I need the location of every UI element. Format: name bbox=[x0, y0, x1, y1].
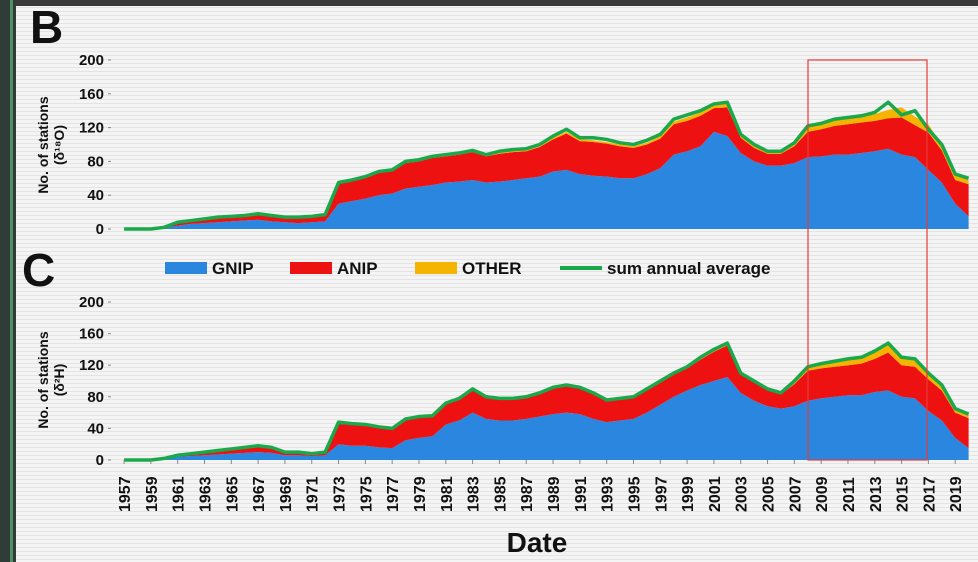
x-tick-label: 1967 bbox=[251, 476, 268, 512]
y-tick-label: 40 bbox=[87, 187, 104, 204]
y-tick-label: 0 bbox=[96, 452, 104, 469]
x-tick-label: 1993 bbox=[600, 476, 617, 512]
x-tick-label: 1969 bbox=[278, 476, 295, 512]
x-tick-label: 1977 bbox=[385, 476, 402, 512]
x-tick-label: 2001 bbox=[707, 476, 724, 512]
x-tick-label: 2013 bbox=[868, 476, 885, 512]
y-tick-label: 120 bbox=[79, 357, 104, 374]
x-tick-label: 2011 bbox=[841, 477, 858, 512]
y-axis-title: No. of stations bbox=[35, 331, 51, 428]
y-tick-label: 0 bbox=[96, 221, 104, 238]
x-tick-label: 2003 bbox=[734, 476, 751, 512]
x-tick-label: 1965 bbox=[224, 476, 241, 512]
x-tick-label: 1995 bbox=[626, 476, 643, 512]
chart: BNo. of stations(δ¹⁸O)04080120160200CNo.… bbox=[0, 0, 978, 562]
x-tick-label: 1985 bbox=[492, 476, 509, 512]
x-tick-label: 1975 bbox=[358, 476, 375, 512]
x-tick-label: 1961 bbox=[171, 476, 188, 512]
top-strip bbox=[16, 0, 978, 6]
y-axis-title: (δ¹⁸O) bbox=[51, 125, 67, 165]
x-tick-label: 2007 bbox=[787, 476, 804, 512]
y-tick-label: 200 bbox=[79, 52, 104, 69]
x-tick-label: 1971 bbox=[305, 476, 322, 512]
x-tick-label: 2015 bbox=[895, 476, 912, 512]
side-bar bbox=[0, 0, 16, 562]
x-tick-label: 1959 bbox=[144, 476, 161, 512]
legend-swatch bbox=[290, 262, 332, 274]
x-tick-label: 1999 bbox=[680, 476, 697, 512]
legend-label: sum annual average bbox=[607, 259, 770, 278]
panel-label: C bbox=[22, 244, 55, 296]
legend-swatch bbox=[415, 262, 457, 274]
screenshot: BNo. of stations(δ¹⁸O)04080120160200CNo.… bbox=[0, 0, 978, 562]
y-tick-label: 120 bbox=[79, 120, 104, 137]
legend-label: GNIP bbox=[212, 259, 254, 278]
side-stripe bbox=[10, 0, 13, 562]
x-tick-label: 2009 bbox=[814, 476, 831, 512]
x-tick-label: 1963 bbox=[197, 476, 214, 512]
legend-label: OTHER bbox=[462, 259, 522, 278]
x-tick-label: 1983 bbox=[466, 476, 483, 512]
x-tick-label: 1991 bbox=[573, 476, 590, 512]
y-tick-label: 80 bbox=[87, 153, 104, 170]
plots: BNo. of stations(δ¹⁸O)04080120160200CNo.… bbox=[22, 1, 969, 512]
y-axis-title: No. of stations bbox=[35, 96, 51, 193]
y-axis-title: (δ²H) bbox=[51, 364, 67, 397]
x-tick-label: 1987 bbox=[519, 476, 536, 512]
x-tick-label: 1997 bbox=[653, 476, 670, 512]
x-tick-label: 1957 bbox=[117, 476, 134, 512]
x-tick-label: 2005 bbox=[761, 476, 778, 512]
y-tick-label: 160 bbox=[79, 326, 104, 343]
legend-swatch bbox=[165, 262, 207, 274]
x-tick-label: 1989 bbox=[546, 476, 563, 512]
x-tick-label: 2017 bbox=[921, 476, 938, 512]
y-tick-label: 160 bbox=[79, 86, 104, 103]
x-tick-label: 1979 bbox=[412, 476, 429, 512]
x-tick-label: 2019 bbox=[948, 476, 965, 512]
legend-label: ANIP bbox=[337, 259, 378, 278]
y-tick-label: 40 bbox=[87, 420, 104, 437]
y-tick-label: 80 bbox=[87, 389, 104, 406]
x-tick-label: 1973 bbox=[332, 476, 349, 512]
y-tick-label: 200 bbox=[79, 294, 104, 311]
x-tick-label: 1981 bbox=[439, 476, 456, 512]
panel-label: B bbox=[30, 1, 63, 53]
x-axis-title: Date bbox=[507, 527, 568, 558]
